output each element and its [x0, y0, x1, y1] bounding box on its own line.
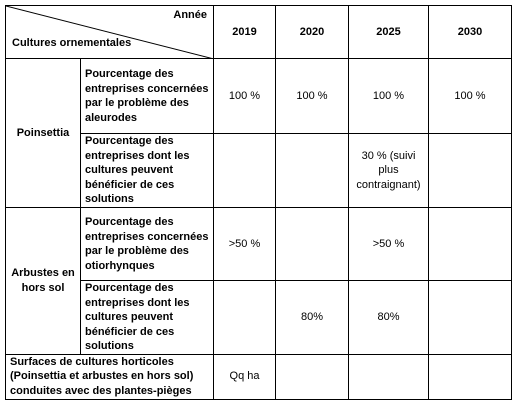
table-body: Année Cultures ornementales 2019 2020 2025… — [5, 5, 512, 400]
data-table: Année Cultures ornementales 2019 2020 2025… — [5, 5, 512, 400]
value-cell: 80% — [348, 280, 429, 355]
value-cell — [428, 280, 512, 355]
footer-row: Surfaces de cultures horticoles (Poinset… — [5, 353, 512, 400]
value-cell: 100 % — [348, 58, 429, 134]
corner-top: Année — [173, 9, 207, 21]
data-row: Pourcentage des entreprises dont les cul… — [6, 133, 512, 208]
value-cell: 30 % (suivi plus contraignant) — [348, 133, 429, 208]
row-label: Pourcentage des entreprises dont les cul… — [80, 133, 214, 208]
row-label: Pourcentage des entreprises concernées p… — [80, 207, 214, 281]
value-cell — [275, 133, 349, 208]
group-label: Arbustes en hors sol — [5, 207, 81, 355]
value-cell — [348, 353, 429, 400]
data-row: Poinsettia Pourcentage des entreprises co… — [5, 58, 512, 208]
year-header: 2025 — [348, 5, 429, 59]
group-label: Poinsettia — [5, 58, 81, 208]
data-row: Pourcentage des entreprises dont les cul… — [6, 280, 512, 355]
row-label: Pourcentage des entreprises concernées p… — [80, 58, 214, 134]
value-cell — [275, 207, 349, 281]
value-cell: Qq ha — [213, 353, 276, 400]
value-cell: >50 % — [348, 207, 429, 281]
value-cell: 100 % — [428, 58, 512, 134]
year-header: 2019 — [213, 5, 276, 59]
value-cell: 100 % — [275, 58, 349, 134]
value-cell — [213, 280, 276, 355]
value-cell: >50 % — [213, 207, 276, 281]
value-cell — [213, 133, 276, 208]
value-cell: 100 % — [213, 58, 276, 134]
year-header: 2030 — [428, 5, 512, 59]
data-row: Arbustes en hors sol Pourcentage des entr… — [5, 207, 512, 355]
value-cell — [275, 353, 349, 400]
value-cell: 80% — [275, 280, 349, 355]
value-cell — [428, 133, 512, 208]
value-cell — [428, 207, 512, 281]
diagonal — [6, 6, 214, 59]
corner-bottom: Cultures ornementales — [12, 36, 132, 49]
value-cell — [428, 353, 512, 400]
row-label: Pourcentage des entreprises dont les cul… — [80, 280, 214, 355]
footer-label: Surfaces de cultures horticoles (Poinset… — [5, 353, 214, 400]
year-header: 2020 — [275, 5, 349, 59]
corner-cell: Année Cultures ornementales — [5, 5, 214, 59]
header-row: Année Cultures ornementales 2019 2020 2025… — [5, 5, 512, 59]
